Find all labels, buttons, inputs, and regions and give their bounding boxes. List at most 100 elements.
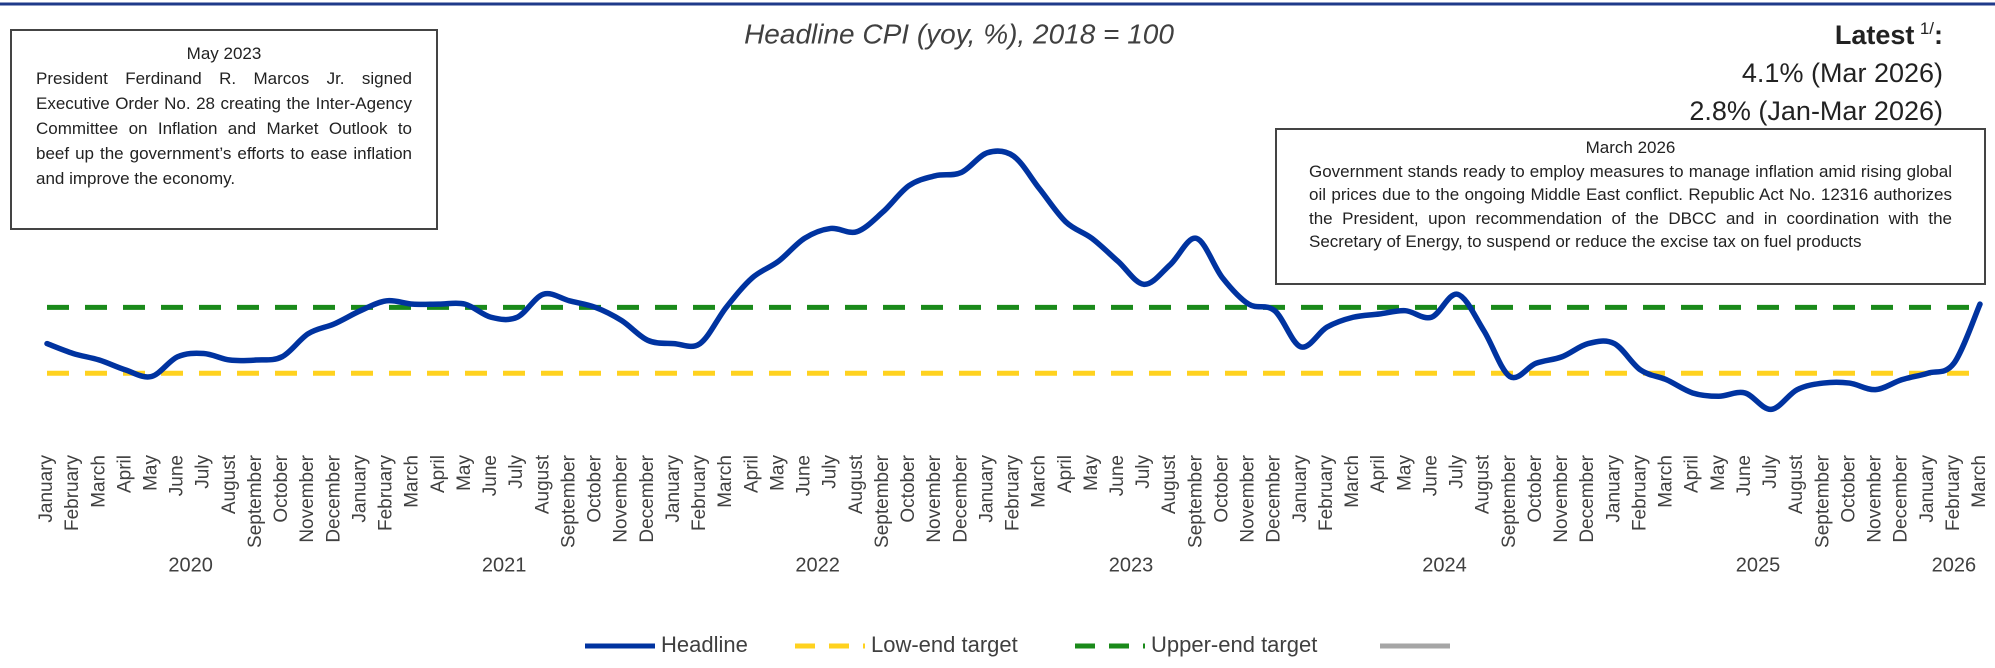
x-tick-label: February [1629, 455, 1650, 532]
year-label: 2024 [1422, 554, 1467, 576]
x-tick-label: April [741, 455, 762, 493]
x-tick-label: February [376, 455, 397, 532]
year-label: 2021 [482, 554, 527, 576]
x-tick-label: November [1551, 454, 1572, 542]
x-tick-label: January [1917, 455, 1938, 523]
x-tick-label: September [1812, 454, 1833, 548]
x-tick-label: November [924, 454, 945, 542]
x-tick-label: November [611, 454, 632, 542]
x-tick-label: September [1185, 454, 1206, 548]
annotation-text: President Ferdinand R. Marcos Jr. signed… [36, 69, 412, 188]
x-tick-label: May [1081, 455, 1102, 491]
x-tick-label: August [532, 454, 553, 514]
line-headline [44, 148, 1983, 413]
x-tick-label: October [585, 454, 606, 522]
x-tick-label: August [1786, 454, 1807, 514]
x-tick-label: July [193, 455, 214, 489]
x-tick-label: January [976, 455, 997, 523]
x-tick-label: April [428, 455, 449, 493]
x-tick-label: July [506, 455, 527, 489]
annotation-box: March 2026 Government stands ready to em… [1275, 128, 1986, 285]
x-tick-label: April [1682, 455, 1703, 493]
x-tick-label: May [141, 455, 162, 491]
x-tick-label: January [349, 455, 370, 523]
x-tick-label: August [219, 454, 240, 514]
latest-line: 2.8% (Jan-Mar 2026) [1689, 96, 1943, 126]
x-tick-label: June [167, 455, 188, 496]
x-tick-label: December [1577, 454, 1598, 542]
x-tick-label: March [1342, 455, 1363, 508]
x-tick-label: April [1368, 455, 1389, 493]
x-tick-label: May [1708, 455, 1729, 491]
legend-label: Headline [661, 632, 748, 657]
annotation-title: March 2026 [1585, 138, 1676, 157]
chart-title: Headline CPI (yoy, %), 2018 = 100 [744, 18, 1174, 49]
x-tick-label: October [1211, 454, 1232, 522]
x-tick-label: June [480, 455, 501, 496]
latest-box: Latest 1/: 4.1% (Mar 2026) 2.8% (Jan-Mar… [1689, 10, 1943, 130]
x-tick-label: July [1760, 455, 1781, 489]
x-tick-label: October [271, 454, 292, 522]
x-tick-label: December [637, 454, 658, 542]
latest-footnote: 1/ [1919, 19, 1934, 38]
latest-line: 4.1% (Mar 2026) [1741, 58, 1943, 88]
x-tick-label: January [36, 455, 57, 523]
x-tick-label: July [820, 455, 841, 489]
x-tick-label: March [88, 455, 109, 508]
x-tick-label: December [323, 454, 344, 542]
x-tick-label: April [1055, 455, 1076, 493]
x-tick-label: February [62, 455, 83, 532]
latest-suffix: : [1934, 20, 1943, 50]
x-tick-label: November [1865, 454, 1886, 542]
x-tick-label: December [1891, 454, 1912, 542]
annotation-box: May 2023 President Ferdinand R. Marcos J… [10, 29, 438, 230]
x-tick-label: December [950, 454, 971, 542]
year-label: 2020 [168, 554, 213, 576]
year-label: 2023 [1109, 554, 1154, 576]
x-tick-label: June [1420, 455, 1441, 496]
x-tick-label: September [872, 454, 893, 548]
year-label: 2025 [1736, 554, 1781, 576]
x-tick-label: February [1943, 455, 1964, 532]
x-tick-label: May [1394, 455, 1415, 491]
x-tick-label: February [1316, 455, 1337, 532]
x-tick-label: January [1290, 455, 1311, 523]
x-tick-label: August [1159, 454, 1180, 514]
x-tick-label: October [1838, 454, 1859, 522]
x-tick-label: June [794, 455, 815, 496]
x-tick-label: January [1603, 455, 1624, 523]
x-tick-label: September [558, 454, 579, 548]
x-tick-label: March [1029, 455, 1050, 508]
x-tick-label: June [1734, 455, 1755, 496]
x-tick-label: April [114, 455, 135, 493]
x-tick-label: September [245, 454, 266, 548]
x-tick-label: August [1473, 454, 1494, 514]
x-tick-label: January [663, 455, 684, 523]
year-label: 2022 [795, 554, 840, 576]
x-tick-label: October [1525, 454, 1546, 522]
x-tick-label: December [1264, 454, 1285, 542]
x-tick-label: May [767, 455, 788, 491]
annotation-title: May 2023 [186, 44, 262, 63]
latest-label: Latest [1834, 20, 1915, 50]
x-tick-label: July [1133, 455, 1154, 489]
x-tick-label: May [454, 455, 475, 491]
x-tick-label: March [1656, 455, 1677, 508]
year-label: 2026 [1932, 554, 1977, 576]
x-tick-label: August [846, 454, 867, 514]
x-tick-label: February [1003, 455, 1024, 532]
x-tick-label: February [689, 455, 710, 532]
x-tick-label: July [1447, 455, 1468, 489]
x-tick-label: March [715, 455, 736, 508]
x-tick-label: June [1107, 455, 1128, 496]
annotation-text: Government stands ready to employ measur… [1309, 161, 1952, 252]
legend-label: Upper-end target [1151, 632, 1317, 657]
x-tick-label: November [297, 454, 318, 542]
x-tick-label: March [402, 455, 423, 508]
x-tick-label: March [1969, 455, 1990, 508]
x-tick-label: September [1499, 454, 1520, 548]
x-tick-label: November [1238, 454, 1259, 542]
legend-label: Low-end target [871, 632, 1018, 657]
